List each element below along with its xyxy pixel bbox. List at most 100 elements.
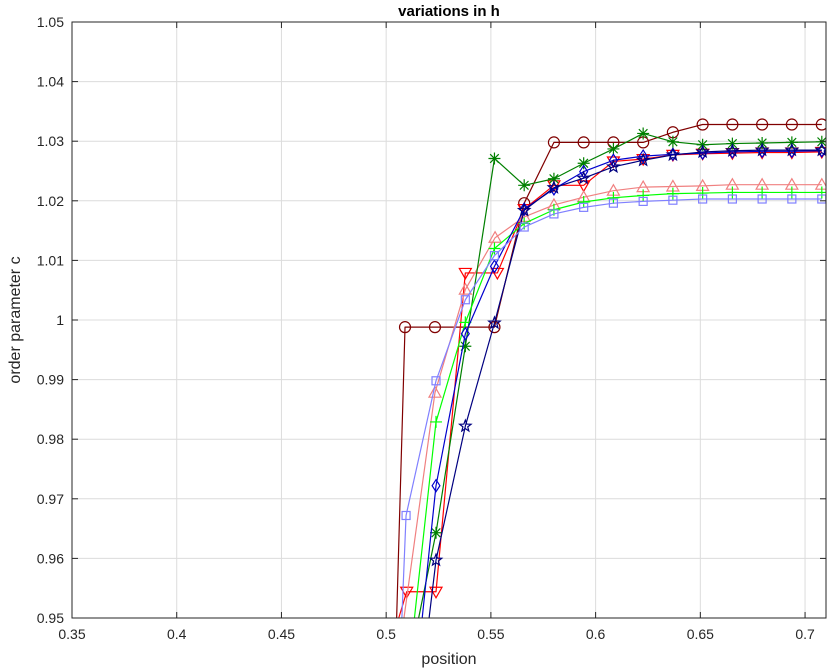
data-point	[668, 195, 678, 205]
data-point	[757, 144, 767, 159]
data-point	[430, 415, 443, 428]
data-point	[725, 143, 740, 157]
data-point	[518, 179, 531, 192]
data-point	[635, 152, 651, 167]
data-point	[459, 316, 472, 329]
data-point	[727, 194, 737, 204]
data-point	[458, 418, 473, 433]
data-point	[757, 194, 767, 204]
data-point	[608, 198, 619, 208]
y-tick-label: 1	[56, 312, 64, 328]
data-point	[460, 326, 470, 341]
data-point	[637, 127, 650, 140]
x-tick-label: 0.45	[268, 626, 295, 642]
data-point	[547, 136, 561, 149]
x-tick-label: 0.35	[58, 626, 85, 642]
data-point	[489, 251, 500, 261]
data-point	[637, 189, 650, 202]
y-tick-label: 0.97	[37, 491, 64, 507]
data-point	[427, 385, 443, 398]
data-point	[430, 526, 443, 539]
data-point	[577, 195, 590, 208]
data-point	[756, 118, 769, 131]
y-tick-label: 1.02	[37, 193, 64, 209]
data-point	[727, 144, 737, 160]
data-point	[546, 179, 562, 194]
data-point	[428, 321, 442, 334]
data-point	[726, 186, 739, 199]
y-tick-label: 0.95	[37, 610, 64, 626]
data-point	[458, 282, 473, 295]
data-point	[401, 510, 411, 521]
data-point	[754, 142, 770, 157]
data-point	[428, 586, 444, 599]
series-5	[413, 186, 826, 618]
data-point	[576, 170, 592, 185]
x-tick-label: 0.55	[477, 626, 504, 642]
data-point	[458, 267, 473, 281]
data-point	[785, 136, 798, 149]
series-line	[401, 198, 822, 618]
x-tick-label: 0.5	[376, 626, 396, 642]
series-line	[428, 149, 822, 618]
series-line	[403, 184, 822, 618]
data-point	[815, 135, 826, 148]
data-point	[488, 242, 501, 255]
data-point	[814, 142, 826, 157]
y-tick-label: 1.05	[37, 14, 64, 30]
y-tick-label: 1.04	[37, 74, 64, 90]
data-point	[695, 144, 710, 159]
data-point	[579, 202, 589, 212]
data-point	[668, 147, 678, 162]
y-tick-label: 1.03	[37, 133, 64, 149]
series-7	[428, 142, 826, 618]
x-tick-label: 0.6	[586, 626, 606, 642]
data-point	[428, 552, 444, 567]
data-point	[785, 118, 798, 131]
data-point	[787, 194, 797, 204]
y-tick-label: 0.96	[37, 550, 64, 566]
data-point	[638, 196, 648, 206]
data-point	[399, 586, 414, 599]
data-point	[815, 118, 826, 131]
data-point	[698, 194, 708, 204]
data-point	[698, 146, 708, 161]
series-layer	[396, 118, 826, 618]
data-point	[460, 295, 470, 305]
data-point	[756, 186, 769, 199]
series-line	[398, 151, 822, 618]
data-point	[607, 142, 620, 155]
ticks: 0.35 0.4 0.45 0.5 0.55 0.6 0.65 0.7 0.95 0.96 0.97…	[37, 14, 826, 642]
data-point	[696, 187, 709, 200]
data-point	[459, 340, 472, 353]
y-tick-label: 0.99	[37, 372, 64, 388]
data-point	[431, 376, 441, 386]
data-point	[398, 321, 412, 334]
data-point	[666, 187, 679, 200]
data-point	[696, 118, 709, 131]
data-point	[547, 172, 560, 185]
data-point	[431, 478, 441, 493]
y-axis-title: order parameter c	[7, 256, 24, 383]
data-point	[666, 135, 679, 148]
data-point	[787, 144, 797, 159]
data-point	[489, 259, 500, 274]
data-point	[519, 222, 529, 232]
data-point	[665, 147, 681, 162]
y-tick-label: 0.98	[37, 431, 64, 447]
data-point	[607, 191, 620, 204]
data-point	[487, 315, 502, 330]
x-tick-label: 0.65	[687, 626, 714, 642]
data-point	[785, 186, 798, 199]
data-point	[606, 159, 621, 174]
data-point	[488, 230, 503, 243]
y-tick-label: 1.01	[37, 252, 64, 268]
data-point	[577, 157, 590, 170]
x-tick-label: 0.4	[167, 626, 187, 642]
data-point	[726, 118, 739, 131]
data-point	[516, 202, 532, 217]
data-point	[488, 152, 501, 165]
x-axis-title: position	[421, 651, 476, 668]
data-point	[784, 142, 800, 157]
data-point	[519, 202, 529, 217]
